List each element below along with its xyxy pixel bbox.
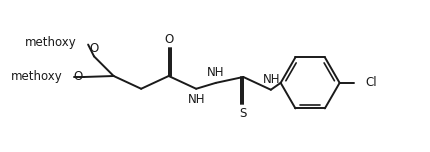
Text: NH: NH [263,73,281,86]
Text: S: S [240,107,247,120]
Text: O: O [73,71,82,83]
Text: Cl: Cl [365,76,377,89]
Text: O: O [89,42,98,55]
Text: NH: NH [207,66,224,79]
Text: NH: NH [187,93,205,106]
Text: methoxy: methoxy [25,36,77,49]
Text: O: O [164,33,173,46]
Text: methoxy: methoxy [11,71,63,83]
